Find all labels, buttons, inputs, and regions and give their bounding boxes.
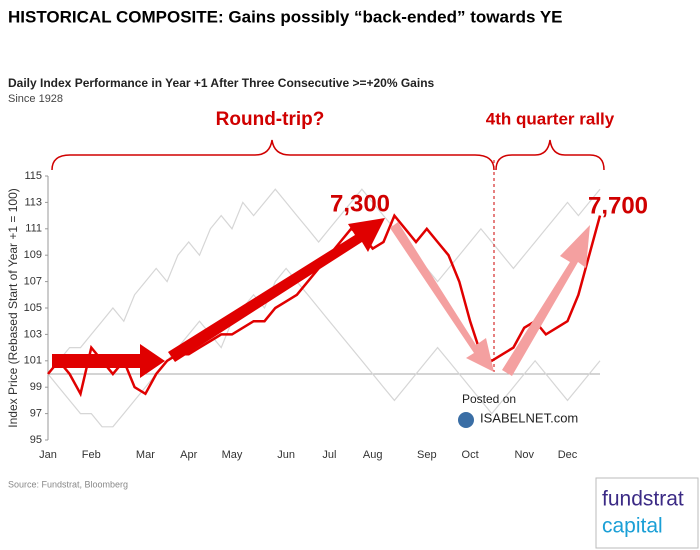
x-tick-label: Apr: [180, 449, 197, 461]
y-tick-label: 101: [24, 355, 42, 367]
watermark-icon: [458, 412, 474, 428]
x-tick-label: May: [222, 449, 243, 461]
bracket: [495, 139, 605, 171]
series-line: [47, 267, 601, 428]
y-tick-label: 99: [30, 381, 42, 393]
y-tick-label: 97: [30, 408, 42, 420]
x-tick-label: Jun: [277, 449, 295, 461]
x-tick-label: Aug: [363, 449, 383, 461]
y-tick-label: 111: [25, 223, 42, 235]
subtitle: Since 1928: [8, 93, 63, 105]
logo: capital: [602, 515, 663, 538]
watermark: Posted on: [462, 392, 516, 406]
y-tick-label: 115: [24, 170, 42, 182]
arrow: [390, 222, 494, 372]
y-tick-label: 107: [24, 276, 42, 288]
x-tick-label: Dec: [558, 449, 578, 461]
x-tick-label: Jul: [322, 449, 336, 461]
annotation: Round-trip?: [216, 109, 325, 130]
y-tick-label: 113: [24, 196, 42, 208]
chart-title: HISTORICAL COMPOSITE: Gains possibly “ba…: [8, 7, 563, 26]
y-tick-label: 105: [24, 302, 42, 314]
annotation: 4th quarter rally: [486, 109, 615, 128]
x-tick-label: Oct: [462, 449, 479, 461]
subtitle: Daily Index Performance in Year +1 After…: [8, 76, 435, 90]
y-tick-label: 95: [30, 434, 42, 446]
x-tick-label: Jan: [39, 449, 57, 461]
y-axis-label: Index Price (Rebased Start of Year +1 = …: [6, 188, 20, 427]
arrow: [502, 225, 590, 376]
y-tick-label: 103: [24, 328, 42, 340]
x-tick-label: Feb: [82, 449, 101, 461]
watermark: ISABELNET.com: [480, 410, 578, 425]
logo: fundstrat: [602, 488, 684, 511]
x-tick-label: Mar: [136, 449, 155, 461]
logo-box: [595, 477, 699, 549]
annotation: 7,700: [588, 192, 648, 219]
bracket: [51, 139, 495, 171]
y-tick-label: 109: [24, 249, 42, 261]
series-line: [47, 188, 601, 375]
arrow: [168, 218, 385, 362]
annotation: 7,300: [330, 190, 390, 217]
source: Source: Fundstrat, Bloomberg: [8, 479, 128, 489]
x-tick-label: Sep: [417, 449, 437, 461]
x-tick-label: Nov: [514, 449, 534, 461]
arrow: [52, 344, 165, 378]
